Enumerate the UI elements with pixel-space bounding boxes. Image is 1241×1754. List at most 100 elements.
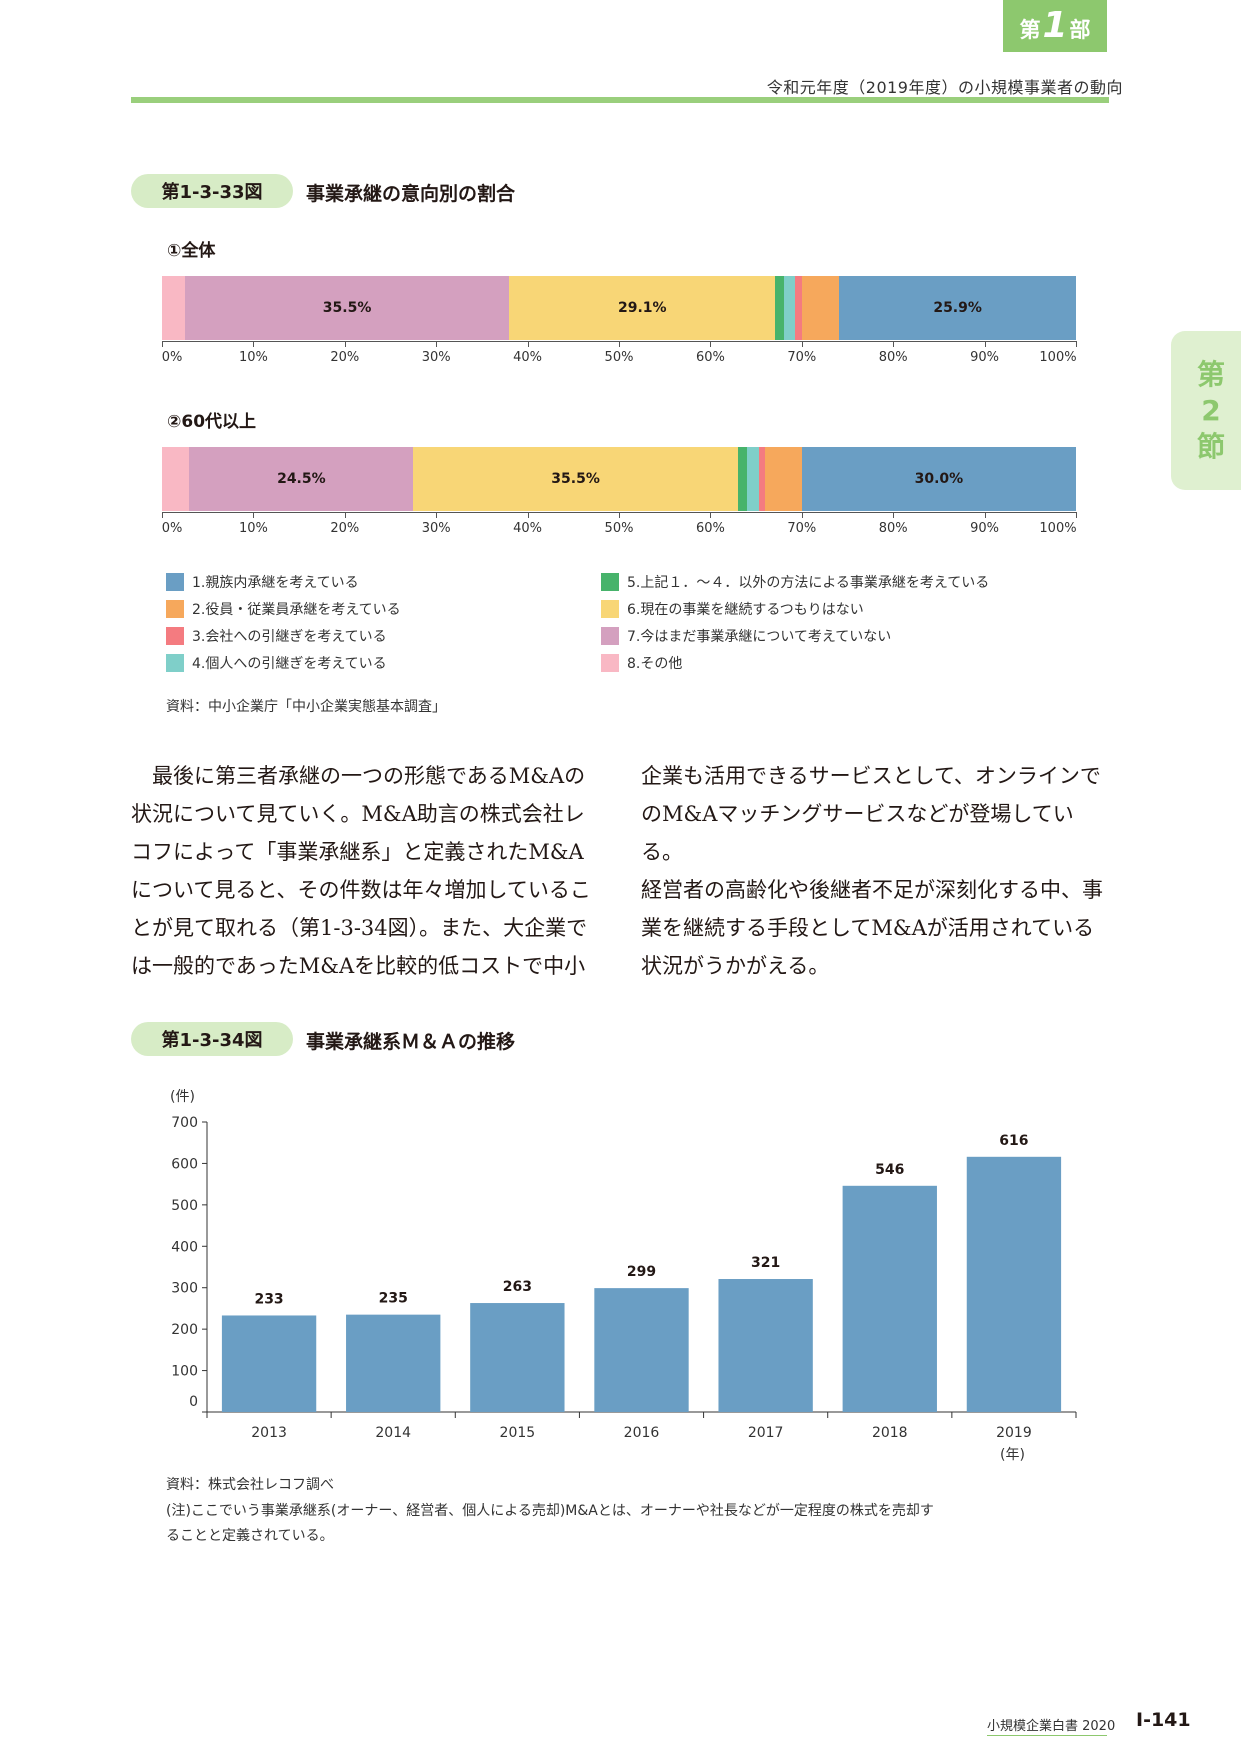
x-tick-label: 70% (787, 521, 817, 536)
legend-right: 5.上記１．～４．以外の方法による事業承継を考えている 6.現在の事業を継続するつ… (601, 568, 989, 676)
bar-segment (162, 447, 190, 511)
x-tick-label: 0% (161, 350, 183, 365)
legend-label: 8.その他 (627, 655, 683, 672)
legend-label: 1.親族内承継を考えている (192, 574, 359, 591)
bar-segment (758, 447, 766, 511)
bar-segment (795, 276, 802, 340)
footer-rule (987, 1735, 1107, 1736)
x-tick-label: 20% (330, 521, 360, 536)
bar-value-label: 235 (379, 1291, 408, 1307)
body-line: は一般的であったM&Aを比較的低コストで中小 (131, 954, 586, 978)
x-tick-label: 0% (161, 521, 183, 536)
x-tick (619, 341, 620, 347)
x-tick-label: 30% (421, 350, 451, 365)
legend-swatch (166, 626, 184, 645)
legend-label: 2.役員・従業員承継を考えている (192, 601, 401, 618)
bar-segment: 35.5% (184, 276, 510, 340)
part-tab-suffix: 部 (1069, 18, 1091, 42)
bar (842, 1185, 937, 1412)
x-tick (710, 512, 712, 518)
bar (966, 1156, 1062, 1412)
x-tick (984, 512, 986, 518)
stacked-bar-overall: 35.5% 29.1% 25.9% (162, 276, 1076, 340)
part-tab: 第 1 部 (1003, 0, 1107, 52)
section-tab: 第 2 節 (1171, 331, 1241, 490)
x-tick (619, 512, 620, 518)
y-tick-label: 700 (171, 1115, 198, 1131)
body-line: 企業も活用できるサービスとして、オンラインで (641, 764, 1101, 788)
x-tick-label: 2016 (624, 1425, 660, 1441)
x-tick-label: 80% (878, 350, 908, 365)
header-rule (131, 97, 1109, 103)
bar-segment: 25.9% (839, 276, 1076, 340)
bar (470, 1303, 565, 1412)
section-tab-char-1: 第 (1196, 357, 1225, 391)
x-tick-label: 60% (695, 350, 725, 365)
legend-swatch (601, 572, 619, 591)
x-tick (984, 341, 986, 347)
x-tick-label: 30% (421, 521, 451, 536)
body-line: 経営者の高齢化や後継者不足が深刻化する中、事 (641, 878, 1103, 902)
x-tick (344, 512, 346, 518)
section-tab-char-3: 節 (1196, 429, 1225, 463)
footer-book-title: 小規模企業白書 2020 (987, 1719, 1116, 1734)
y-tick-label: 0 (189, 1394, 198, 1410)
axis-60s: 0% 10% 20% 30% 40% 50% 60% 70% 80% 90% 100% (161, 512, 1077, 542)
legend-label: 5.上記１．～４．以外の方法による事業承継を考えている (627, 574, 990, 591)
x-tick (344, 341, 346, 347)
bar-value-label: 616 (999, 1133, 1028, 1149)
part-tab-number: 1 (1042, 5, 1068, 46)
bar-segment: 30.0% (801, 447, 1076, 511)
y-tick-label: 100 (171, 1364, 198, 1380)
body-line: コフによって「事業承継系」と定義されたM&A (131, 840, 584, 864)
x-tick-label: 90% (970, 521, 1000, 536)
y-tick-label: 500 (171, 1198, 198, 1214)
page-number: Ⅰ-141 (1136, 1709, 1191, 1731)
legend-item: 2.役員・従業員承継を考えている (166, 595, 401, 622)
x-tick (253, 512, 255, 518)
bar-segment (801, 276, 840, 340)
bar (221, 1315, 317, 1412)
x-tick (162, 512, 163, 518)
x-tick (893, 512, 895, 518)
bar-value-label: 299 (627, 1264, 656, 1280)
bar (594, 1288, 689, 1412)
legend-swatch (601, 653, 619, 672)
bar-value-label: 546 (875, 1162, 904, 1178)
legend-label: 7.今はまだ事業承継について考えていない (627, 628, 892, 645)
x-tick (253, 341, 255, 347)
x-tick-label: 40% (513, 521, 543, 536)
running-title: 令和元年度（2019年度）の小規模事業者の動向 (766, 78, 1123, 97)
legend-label: 3.会社への引継ぎを考えている (192, 628, 387, 645)
x-tick (162, 341, 163, 347)
y-tick-label: 600 (171, 1156, 198, 1172)
bar-value-label: 321 (751, 1255, 780, 1271)
body-line: のM&Aマッチングサービスなどが登場している。 (641, 802, 1074, 864)
body-line: 最後に第三者承継の一つの形態であるM&Aの (131, 764, 586, 788)
bar (346, 1314, 441, 1412)
legend-item: 8.その他 (601, 649, 989, 676)
x-tick (801, 512, 803, 518)
x-tick-label: 2014 (375, 1425, 411, 1441)
x-tick (436, 512, 438, 518)
x-tick-label: 20% (330, 350, 360, 365)
legend-left: 1.親族内承継を考えている 2.役員・従業員承継を考えている 3.会社への引継ぎを考… (166, 568, 401, 676)
x-tick-label: 90% (970, 350, 1000, 365)
x-tick-label: 10% (238, 350, 268, 365)
x-tick (527, 512, 529, 518)
body-text-right: 企業も活用できるサービスとして、オンラインで のM&Aマッチングサービスなどが登… (641, 757, 1105, 985)
x-tick-label: 100% (1039, 521, 1077, 536)
panel-2-title: ②60代以上 (167, 412, 257, 432)
bar (718, 1279, 813, 1412)
legend-item: 1.親族内承継を考えている (166, 568, 401, 595)
body-line: 状況について見ていく。M&A助言の株式会社レ (131, 802, 585, 826)
bar-segment (765, 447, 802, 511)
bar-value-label: 263 (503, 1279, 532, 1295)
x-tick-label: 40% (513, 350, 543, 365)
figure-34-title: 事業承継系Ｍ＆Ａの推移 (306, 1031, 516, 1053)
part-tab-prefix: 第 (1019, 18, 1041, 42)
figure-34-source: 資料：株式会社レコフ調べ (166, 1477, 334, 1493)
legend-item: 4.個人への引継ぎを考えている (166, 649, 401, 676)
legend-item: 7.今はまだ事業承継について考えていない (601, 622, 989, 649)
body-line: 業を継続する手段としてM&Aが活用されている (641, 916, 1095, 940)
